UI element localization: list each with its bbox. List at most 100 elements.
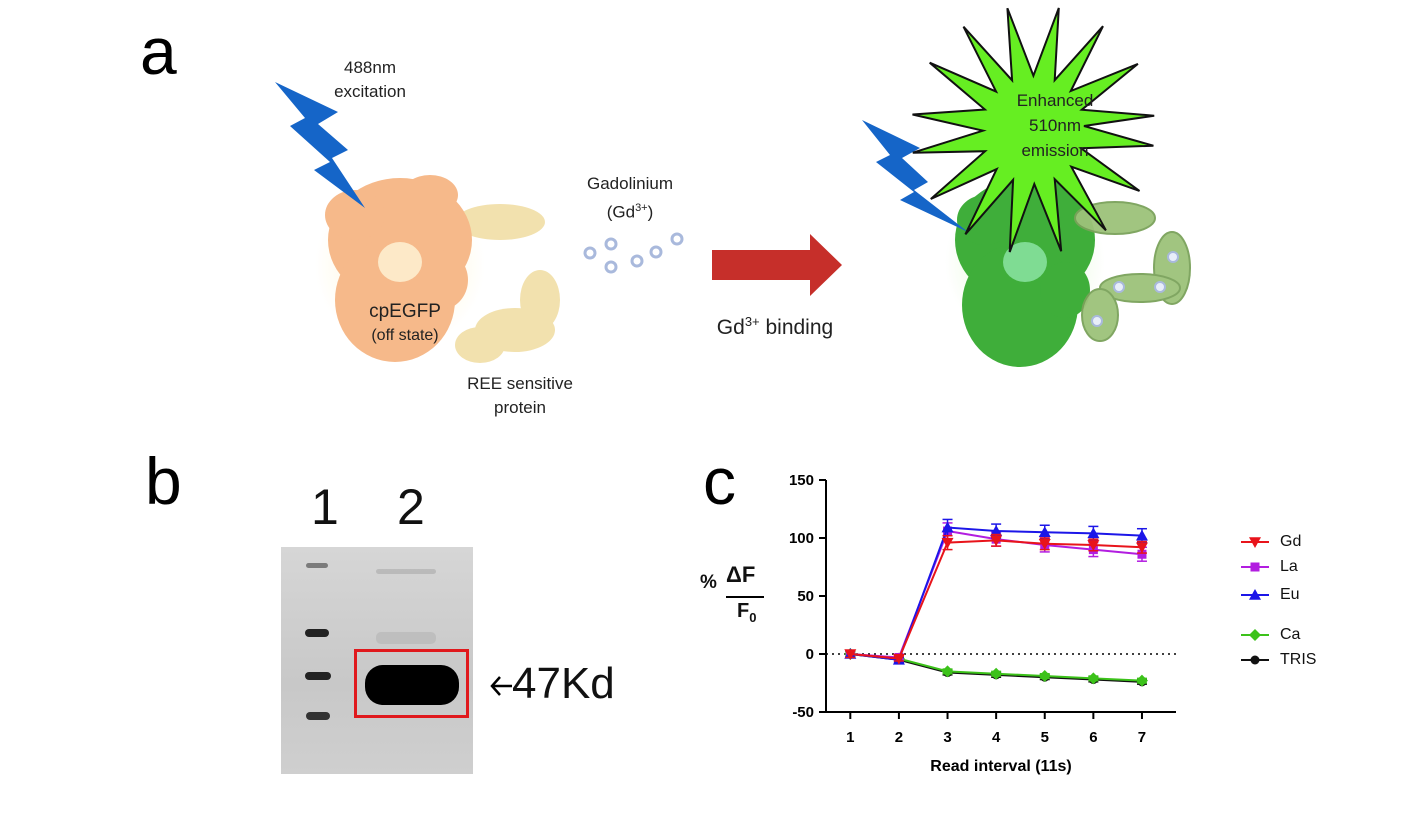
chart-plot-area: [844, 518, 1148, 687]
ladder-band: [305, 629, 329, 637]
ladder-band: [305, 672, 331, 680]
binding-prefix: Gd: [716, 316, 745, 339]
x-tick-label: 6: [1089, 729, 1097, 746]
legend-swatch-gd: [1241, 537, 1269, 548]
data-point-eu: [1135, 529, 1148, 541]
data-point-la: [1040, 540, 1050, 550]
legend-marker: [1250, 655, 1260, 665]
legend-item-ca: Ca: [1240, 624, 1300, 646]
legend-label: TRIS: [1280, 651, 1317, 668]
series-gd: [844, 533, 1148, 665]
data-point-ca: [1038, 670, 1051, 683]
band-size-label: 47Kd: [512, 659, 615, 708]
series-la: [845, 522, 1147, 662]
legend-label: Eu: [1280, 586, 1300, 603]
data-point-la: [1088, 545, 1098, 555]
data-point-gd: [892, 653, 905, 665]
data-point-gd: [941, 537, 954, 549]
data-point-eu: [1038, 526, 1051, 537]
binding-suffix: binding: [759, 316, 834, 339]
emission-line-1: Enhanced: [1016, 91, 1094, 110]
y-label-den-sub: 0: [749, 610, 757, 625]
legend-marker: [1249, 589, 1261, 600]
chromophore-off: [378, 242, 422, 282]
data-point-gd: [1087, 540, 1100, 551]
legend-label: Ca: [1280, 626, 1301, 643]
data-point-tris: [894, 655, 904, 665]
data-point-eu: [892, 653, 905, 665]
data-point-tris: [1088, 675, 1098, 685]
gadolinium-ions: [583, 232, 684, 274]
series-tris: [845, 649, 1147, 687]
y-tick-label: 0: [806, 646, 814, 663]
data-point-gd: [1135, 542, 1148, 554]
legend-label: La: [1280, 558, 1298, 575]
data-point-ca: [990, 667, 1003, 680]
data-point-eu: [1087, 527, 1100, 539]
gadolinium-line-2: (Gd3+): [570, 196, 690, 225]
lightning-bolt-icon-right: [862, 120, 968, 232]
lane-1-label: 1: [311, 479, 339, 535]
ree-protein-label: REE sensitive protein: [455, 372, 585, 420]
y-label-fraction-bar: [726, 596, 764, 598]
x-axis-label: Read interval (11s): [930, 758, 1071, 775]
series-line-gd: [850, 539, 1143, 660]
data-point-la: [894, 652, 904, 662]
ladder-band: [306, 712, 330, 720]
cpegfp-on-protein: [955, 178, 1095, 367]
gadolinium-line-1: Gadolinium: [587, 174, 673, 193]
data-point-tris: [991, 670, 1001, 680]
y-axis-label: % ΔF F0: [700, 562, 770, 634]
data-point-eu: [844, 648, 857, 659]
emission-line-3: emission: [1021, 141, 1089, 160]
panel-b-letter: b: [145, 444, 182, 518]
data-point-eu: [941, 521, 954, 533]
legend-marker: [1249, 629, 1261, 641]
ree-line-2: protein: [494, 398, 546, 417]
legend-item-eu: Eu: [1240, 584, 1300, 606]
gadolinium-suffix: ): [647, 202, 654, 222]
series-line-la: [850, 529, 1143, 659]
lightning-bolt-icon: [275, 82, 365, 208]
data-point-tris: [1137, 677, 1147, 687]
ree-protein-off: [455, 204, 560, 363]
x-tick-label: 5: [1041, 729, 1049, 746]
data-point-la: [991, 534, 1001, 544]
legend-swatch-ca: [1241, 629, 1269, 641]
band-highlight-box: [354, 649, 469, 718]
gadolinium-superscript: 3+: [635, 202, 648, 214]
emission-line-2: 510nm: [1029, 116, 1081, 135]
data-point-ca: [941, 665, 954, 678]
data-point-tris: [1040, 672, 1050, 682]
faint-band: [376, 632, 436, 644]
data-point-tris: [845, 649, 855, 659]
arrow-left-icon: [490, 676, 512, 696]
emission-starburst-icon: [912, 7, 1155, 253]
cpegfp-name: cpEGFP: [369, 301, 441, 322]
series-eu: [844, 518, 1148, 665]
data-point-la: [1137, 549, 1147, 559]
x-tick-label: 4: [992, 729, 1001, 746]
legend-label: Gd: [1280, 533, 1302, 550]
legend-item-gd: Gd: [1240, 531, 1301, 553]
series-line-eu: [850, 526, 1143, 661]
y-tick-label: 150: [789, 472, 814, 489]
lane-2-label: 2: [397, 479, 425, 535]
series-line-ca: [850, 653, 1143, 682]
western-blot: [281, 547, 473, 774]
legend-marker: [1249, 537, 1261, 548]
faint-band: [376, 569, 436, 574]
excitation-label: 488nm excitation: [315, 56, 425, 104]
data-point-tris: [943, 668, 953, 678]
ladder-band: [306, 563, 328, 568]
panel-a-letter: a: [140, 14, 177, 88]
cpegfp-label: cpEGFP (off state): [345, 300, 465, 348]
y-label-denominator: F0: [737, 600, 756, 625]
excitation-line-1: 488nm: [344, 58, 396, 77]
binding-superscript: 3+: [744, 314, 760, 329]
data-point-ca: [892, 652, 905, 665]
legend-item-la: La: [1240, 556, 1298, 578]
y-label-den-f: F: [737, 600, 750, 622]
bound-ions: [1091, 251, 1179, 327]
y-label-percent: %: [700, 572, 717, 593]
